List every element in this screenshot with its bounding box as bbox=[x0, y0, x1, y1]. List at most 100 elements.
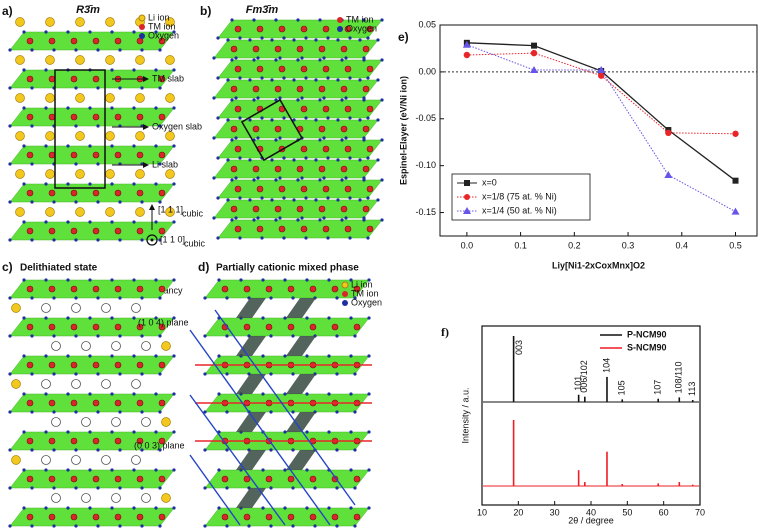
series-line bbox=[466, 52, 736, 135]
panel-label: a) bbox=[2, 4, 13, 18]
y-tick-label: 0.05 bbox=[418, 19, 436, 29]
legend-label: x=1/8 (75 at. % Ni) bbox=[482, 191, 557, 201]
legend-li bbox=[138, 14, 146, 22]
x-tick-label: 10 bbox=[477, 507, 487, 517]
marker bbox=[530, 49, 538, 57]
series-line bbox=[466, 42, 736, 182]
li-row bbox=[15, 207, 175, 217]
marker bbox=[731, 207, 740, 215]
legend-label: x=0 bbox=[482, 177, 497, 187]
direction-sub: cubic bbox=[182, 208, 204, 218]
li-ions bbox=[11, 303, 171, 503]
marker bbox=[732, 130, 739, 137]
legend-o bbox=[342, 300, 348, 306]
slab bbox=[7, 391, 177, 415]
legend-label: TM ion bbox=[346, 14, 374, 24]
annotation: (0 0 3) plane bbox=[134, 440, 185, 450]
panel-label: d) bbox=[198, 260, 209, 274]
slab bbox=[7, 277, 177, 301]
unit-cell bbox=[54, 69, 106, 189]
legend-marker bbox=[463, 207, 471, 214]
panel-label: b) bbox=[200, 4, 211, 18]
peak-label: 104 bbox=[601, 358, 611, 373]
marker bbox=[597, 72, 605, 79]
slab bbox=[7, 353, 177, 377]
slab bbox=[211, 157, 381, 181]
marker bbox=[664, 171, 673, 179]
peak-label: 006/102 bbox=[579, 360, 589, 393]
x-tick-label: 70 bbox=[695, 507, 705, 517]
slab bbox=[7, 105, 177, 129]
peak-label: 105 bbox=[617, 380, 627, 395]
x-tick-label: 0.4 bbox=[676, 240, 689, 250]
y-tick-label: -0.10 bbox=[415, 160, 436, 170]
legend-label: Oxygen bbox=[148, 30, 179, 40]
panel-b: b) Fm3̄m TM ion Oxygen bbox=[200, 4, 385, 241]
peak-label: 113 bbox=[687, 382, 697, 396]
panel-title: Partially cationic mixed phase bbox=[216, 263, 359, 274]
legend-entry: x=1/8 (75 at. % Ni) bbox=[457, 191, 557, 201]
marker bbox=[732, 177, 739, 184]
vacancy-row bbox=[41, 455, 141, 465]
x-tick-label: 40 bbox=[586, 507, 596, 517]
slab bbox=[7, 67, 177, 91]
slab bbox=[215, 97, 385, 121]
slab bbox=[7, 505, 177, 529]
slab bbox=[215, 57, 385, 81]
marker bbox=[462, 40, 471, 48]
y-tick-label: -0.15 bbox=[415, 207, 436, 217]
x-axis-title: Liy[Ni1-2xCoxMnx]O2 bbox=[552, 260, 645, 270]
panel-label: e) bbox=[398, 30, 409, 44]
vacancy-row bbox=[41, 379, 141, 389]
panel-a: a) R3̄m Li ion TM ion Oxygen TM slab Oxy… bbox=[2, 4, 206, 248]
slab bbox=[215, 177, 385, 201]
slab bbox=[202, 467, 372, 491]
slab bbox=[7, 219, 177, 243]
vacancy-row bbox=[41, 303, 141, 313]
slab bbox=[211, 37, 381, 61]
peak-label: 101 bbox=[573, 376, 583, 391]
marker bbox=[531, 42, 538, 49]
legend-label: S-NCM90 bbox=[627, 342, 667, 352]
marker bbox=[530, 66, 539, 74]
slab bbox=[7, 181, 177, 205]
legend-label: Li ion bbox=[148, 12, 170, 22]
out-of-plane bbox=[150, 238, 154, 242]
slab bbox=[7, 467, 177, 491]
slab bbox=[215, 217, 385, 241]
direction: [1 1 0] bbox=[160, 234, 185, 244]
legend-label: P-NCM90 bbox=[627, 329, 667, 339]
marker bbox=[463, 51, 471, 59]
panel-title: Delithiated state bbox=[20, 263, 98, 274]
marker bbox=[597, 66, 606, 74]
x-tick-label: 20 bbox=[513, 507, 523, 517]
annotation: (1 0 4) plane bbox=[138, 317, 189, 327]
legend-entry: x=0 bbox=[457, 177, 497, 187]
x-tick-label: 0.0 bbox=[461, 240, 474, 250]
slab bbox=[211, 77, 381, 101]
panel-label: c) bbox=[2, 260, 13, 274]
vacancy-row bbox=[51, 341, 151, 351]
charts: e) 0.05 0.00 -0.05 -0.10 -0.15 0.0 0.1 0.2 0.3 0.4… bbox=[398, 19, 758, 525]
slab bbox=[215, 137, 385, 161]
out-of-plane bbox=[146, 234, 158, 246]
panel-label: f) bbox=[441, 325, 449, 339]
x-tick-label: 0.3 bbox=[622, 240, 635, 250]
legend-label: Li ion bbox=[351, 279, 373, 289]
slab bbox=[202, 315, 372, 339]
direction-sub: cubic bbox=[184, 238, 206, 248]
legend-marker bbox=[464, 180, 470, 186]
x-axis-title: 2θ / degree bbox=[568, 515, 614, 525]
legend-o bbox=[139, 33, 145, 39]
slab bbox=[211, 197, 381, 221]
y-tick-label: 0.00 bbox=[418, 66, 436, 76]
mixed-columns bbox=[236, 298, 316, 508]
vacancy-row bbox=[51, 493, 151, 503]
li-row bbox=[15, 131, 175, 141]
legend-entry: x=1/4 (50 at. % Ni) bbox=[457, 205, 557, 215]
marker bbox=[665, 129, 672, 137]
legend-label: TM ion bbox=[148, 21, 176, 31]
annotation: Li slab bbox=[152, 159, 178, 169]
plot-frame bbox=[439, 24, 758, 237]
